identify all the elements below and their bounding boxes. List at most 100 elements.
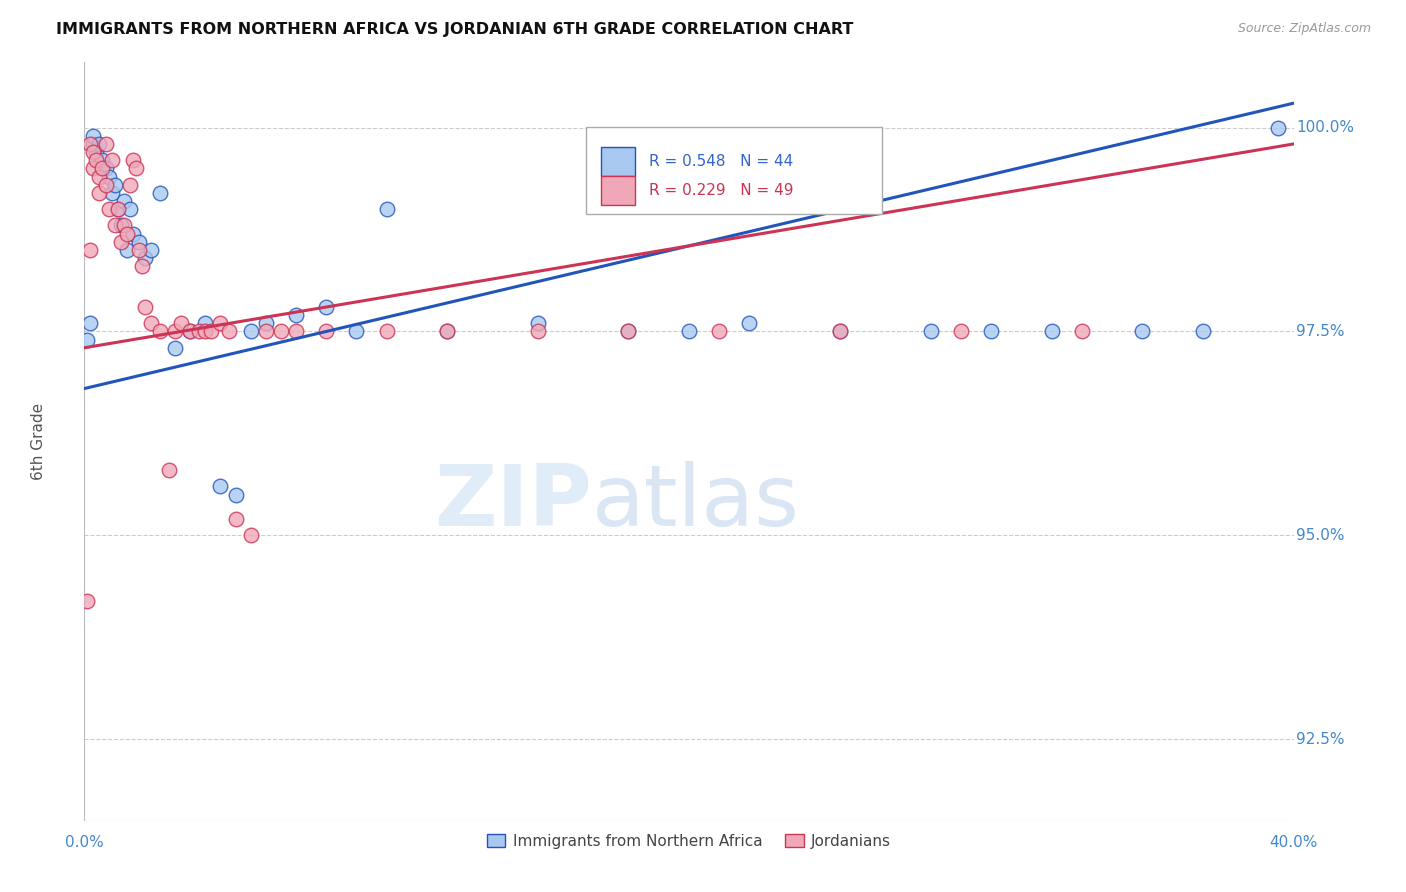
Bar [600, 177, 634, 205]
Point [179, 325, 201, 339]
Point [239, 528, 262, 542]
Point [107, 202, 129, 217]
Point [94, 161, 117, 176]
Point [112, 194, 135, 208]
Text: 92.5%: 92.5% [1296, 731, 1344, 747]
Point [149, 325, 172, 339]
Point [79, 316, 101, 330]
Bar [600, 147, 634, 176]
Point [225, 487, 247, 501]
Point [170, 316, 193, 330]
Point [131, 259, 153, 273]
Point [104, 178, 127, 192]
Point [709, 325, 731, 339]
Point [830, 325, 852, 339]
Point [115, 227, 138, 241]
Point [89, 169, 111, 184]
Point [1071, 325, 1094, 339]
Point [118, 202, 141, 217]
Point [436, 325, 458, 339]
Point [209, 479, 232, 493]
Point [200, 325, 222, 339]
Text: atlas: atlas [592, 460, 800, 544]
Text: 40.0%: 40.0% [1270, 835, 1317, 849]
Point [86, 145, 108, 160]
Text: Source: ZipAtlas.com: Source: ZipAtlas.com [1237, 22, 1371, 36]
Point [980, 325, 1002, 339]
Point [125, 161, 148, 176]
Point [165, 325, 187, 339]
Point [104, 219, 127, 233]
Point [128, 243, 150, 257]
Point [97, 169, 120, 184]
Point [1040, 325, 1063, 339]
Point [79, 136, 101, 151]
Point [209, 316, 232, 330]
Point [139, 316, 162, 330]
Point [436, 325, 458, 339]
Point [165, 341, 187, 355]
Text: 97.5%: 97.5% [1296, 324, 1344, 339]
Point [1130, 325, 1153, 339]
Point [254, 316, 277, 330]
Point [218, 325, 240, 339]
Point [157, 463, 180, 477]
Point [270, 325, 292, 339]
Point [76, 333, 98, 347]
Point [194, 316, 217, 330]
Point [188, 325, 211, 339]
Point [107, 202, 129, 217]
Point [82, 128, 104, 143]
Point [285, 308, 308, 322]
Point [527, 316, 550, 330]
Point [110, 219, 132, 233]
Point [79, 243, 101, 257]
Point [82, 145, 104, 160]
Point [239, 325, 262, 339]
Point [110, 235, 132, 249]
Point [134, 300, 156, 314]
Point [112, 219, 135, 233]
Point [149, 186, 172, 200]
Point [346, 325, 368, 339]
Point [375, 202, 398, 217]
Point [375, 325, 398, 339]
Point [617, 325, 640, 339]
Point [1267, 120, 1289, 135]
Point [830, 325, 852, 339]
Point [738, 316, 761, 330]
Point [91, 161, 114, 176]
Text: IMMIGRANTS FROM NORTHERN AFRICA VS JORDANIAN 6TH GRADE CORRELATION CHART: IMMIGRANTS FROM NORTHERN AFRICA VS JORDA… [56, 22, 853, 37]
Point [285, 325, 308, 339]
Text: R = 0.229   N = 49: R = 0.229 N = 49 [650, 183, 793, 198]
Point [121, 153, 143, 168]
Text: ZIP: ZIP [434, 460, 592, 544]
Point [86, 153, 108, 168]
FancyBboxPatch shape [586, 127, 883, 214]
Point [950, 325, 973, 339]
Point [97, 202, 120, 217]
Point [194, 325, 217, 339]
Point [100, 186, 122, 200]
Point [920, 325, 942, 339]
Point [527, 325, 550, 339]
Point [678, 325, 700, 339]
Point [76, 593, 98, 607]
Point [82, 136, 104, 151]
Point [617, 325, 640, 339]
Point [225, 512, 247, 526]
Text: R = 0.548   N = 44: R = 0.548 N = 44 [650, 154, 793, 169]
Point [94, 178, 117, 192]
Point [139, 243, 162, 257]
Point [315, 300, 337, 314]
Point [100, 153, 122, 168]
Legend: Immigrants from Northern Africa, Jordanians: Immigrants from Northern Africa, Jordani… [481, 828, 897, 855]
Point [315, 325, 337, 339]
Point [89, 136, 111, 151]
Point [94, 136, 117, 151]
Text: 95.0%: 95.0% [1296, 528, 1344, 543]
Point [118, 178, 141, 192]
Point [91, 153, 114, 168]
Point [121, 227, 143, 241]
Point [115, 243, 138, 257]
